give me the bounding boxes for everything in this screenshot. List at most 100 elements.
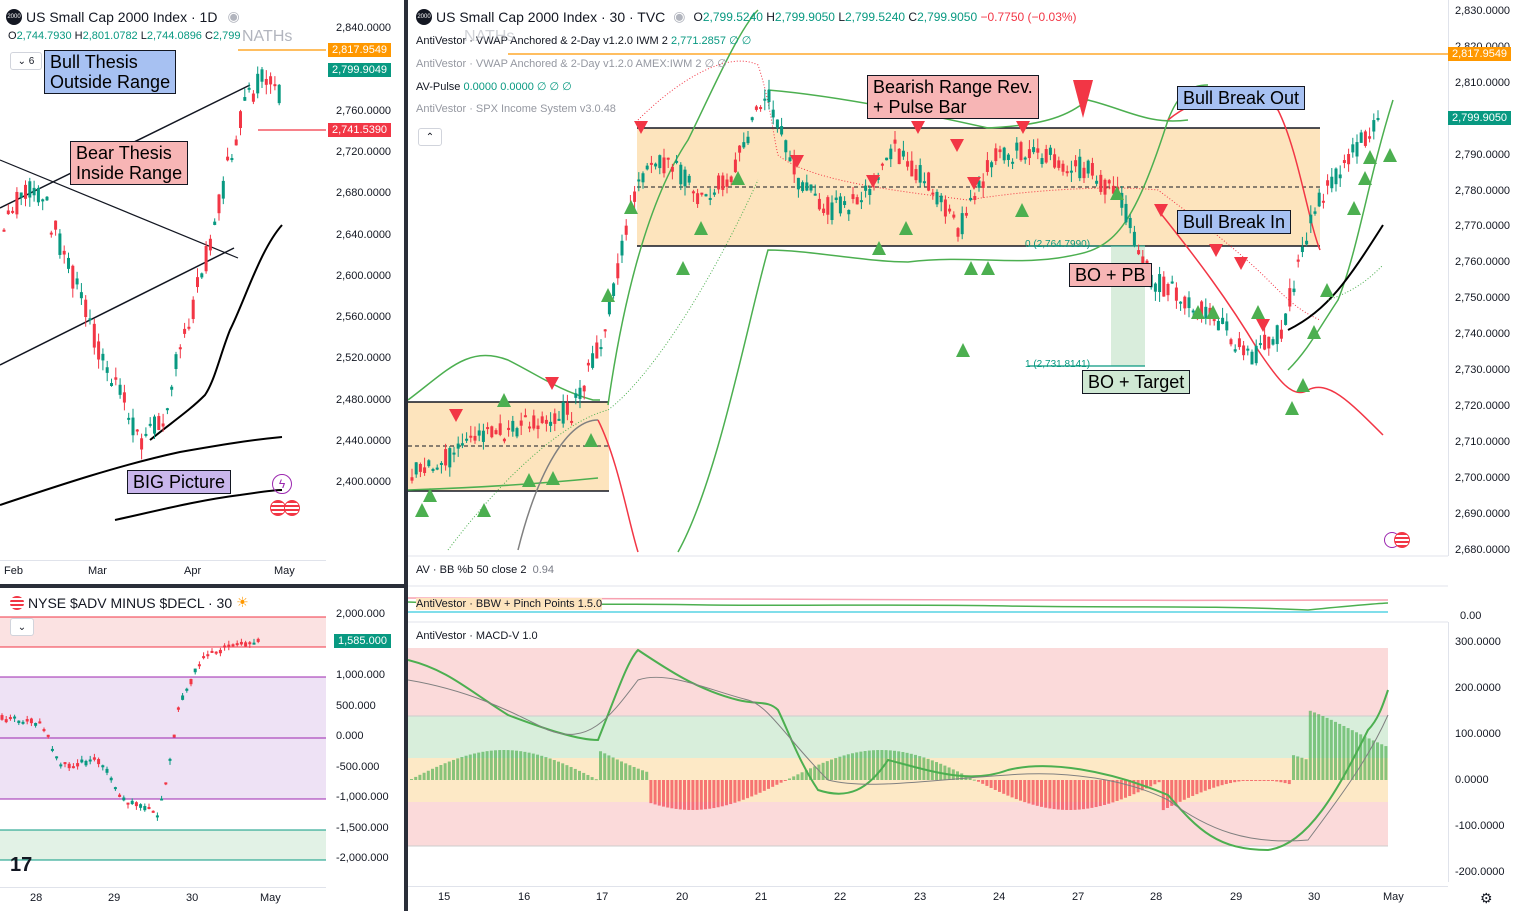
macd-histogram-bar [519,751,523,780]
sell-signal-triangle [545,377,559,390]
candle [226,156,230,161]
candle [170,386,174,390]
macd-histogram-bar [1300,757,1304,780]
macd-histogram-bar [1359,734,1363,780]
indicator-legend-row[interactable]: AntiVestor · VWAP Anchored & 2-Day v1.2.… [416,34,751,47]
macd-histogram-bar [754,780,758,795]
macd-histogram-bar [989,780,993,788]
daily-chart-pane[interactable]: 2000 US Small Cap 2000 Index · 1D ◉ O2,7… [0,0,404,584]
candle [109,777,113,781]
collapse-legend-button[interactable]: ⌃ [418,128,442,146]
candle [582,385,586,392]
candle [1267,336,1271,349]
candle [59,764,63,767]
candle [160,798,164,801]
indicator-legend-row[interactable]: AntiVestor · VWAP Anchored & 2-Day v1.2.… [416,57,727,70]
candle [1124,203,1128,223]
candle [191,299,195,320]
settings-gear-icon[interactable]: ⚙ [1480,890,1493,906]
tradingview-logo-icon[interactable]: 17 [10,854,33,876]
macd-histogram-bar [1136,780,1140,793]
flag-icon[interactable] [284,500,300,516]
eye-icon[interactable]: ◉ [673,8,686,24]
breadth-chart-pane[interactable]: NYSE $ADV MINUS $DECL · 30 ☀ ⌄ 2,000.000… [0,588,404,911]
buy-signal-triangle [1347,201,1361,215]
pane-divider-vertical[interactable] [404,0,408,911]
macd-histogram-bar [636,768,640,780]
macd-histogram-bar [586,774,590,780]
macd-histogram-bar [1006,780,1010,796]
layers-toggle-button[interactable]: ⌄ 6 [10,52,42,70]
daily-ohlc: O2,744.7930 H2,801.0782 L2,744.0896 C2,7… [8,30,241,42]
daily-time-axis[interactable]: Feb Mar Apr May [0,560,326,580]
macd-histogram-bar [821,762,825,780]
bbw-axis-label: 0.00 [1460,610,1482,622]
breadth-time-tick-label: 30 [186,892,199,904]
daily-price-tick-label: 2,560.0000 [336,311,392,324]
macd-histogram-bar [645,771,649,780]
macd-histogram-bar [477,752,481,780]
flash-icon[interactable]: ϟ [272,474,292,494]
macd-histogram-bar [846,754,850,780]
daily-price-tick-label: 2,680.0000 [336,187,392,200]
candle [1061,163,1065,172]
candle [649,162,653,165]
daily-time-tick-label: Apr [184,565,202,577]
macd-histogram-bar [557,761,560,780]
candle [1250,351,1254,365]
candle [46,734,50,737]
macd-histogram-bar [544,757,548,780]
main-chart-pane[interactable]: 2000 US Small Cap 2000 Index · 30 · TVC … [408,0,1521,911]
candle [1347,154,1351,165]
breadth-price-axis[interactable]: 2,000.000 1,000.000 500.000 0.000 -500.000 -1… [326,588,404,888]
buy-signal-triangle [1015,203,1029,217]
collapse-button[interactable]: ⌄ [10,618,34,636]
candle [532,415,536,429]
candle [75,278,79,285]
candle [687,175,691,183]
macd-histogram-bar [1224,780,1228,785]
candle [670,166,674,172]
daily-price-axis[interactable]: 2,840.00002,800.00002,760.00002,720.0000… [326,0,404,584]
candle [110,383,113,386]
macd-histogram-bar [464,755,468,780]
macd-histogram-bar [666,780,670,808]
candle [784,140,788,153]
indicator-legend-row[interactable]: AV-Pulse 0.0000 0.0000 ∅ ∅ ∅ [416,80,572,93]
candle [418,463,422,472]
macd-histogram-bar [578,770,581,780]
candle [122,797,126,801]
main-price-axis[interactable]: 2,830.00002,820.00002,810.00002,800.0000… [1448,0,1521,556]
main-time-axis[interactable]: 15 16 17 20 21 22 23 24 27 28 29 30 May [408,886,1448,911]
candle [851,194,855,200]
macd-price-axis[interactable]: 300.0000 200.0000 100.0000 0.0000 -100.0000 -… [1448,622,1521,882]
candle [202,656,206,659]
macd-histogram-bar [527,752,531,780]
main-time-tick-label: 21 [755,891,768,903]
candle [1002,147,1006,161]
macd-histogram-bar [590,777,594,780]
macd-histogram-bar [1023,780,1027,803]
candle [1221,317,1225,324]
macd-histogram-bar [426,770,430,780]
macd-histogram-bar [1069,780,1073,810]
candle [165,408,169,411]
candle [277,84,281,104]
flag-icon[interactable] [1394,532,1410,548]
macd-histogram-bar [775,780,779,785]
eye-icon[interactable]: ◉ [227,8,240,24]
macd-histogram-bar [561,763,565,780]
bbw-indicator-legend: AntiVestor · BBW + Pinch Points 1.5.0 [416,598,603,610]
macd-histogram-bar [1275,780,1279,782]
pane-divider[interactable] [0,584,404,588]
macd-histogram-bar [452,759,455,780]
candle [1170,281,1174,284]
breadth-time-axis[interactable]: 28 29 30 May [0,887,326,907]
index-logo-icon: 2000 [416,8,432,25]
indicator-legend-row[interactable]: AntiVestor · SPX Income System v3.0.48 [416,103,616,115]
macd-histogram-bar [431,768,434,780]
candle [729,176,733,183]
macd-histogram-bar [569,766,573,780]
daily-chart-canvas [0,49,326,521]
candle [498,423,502,435]
